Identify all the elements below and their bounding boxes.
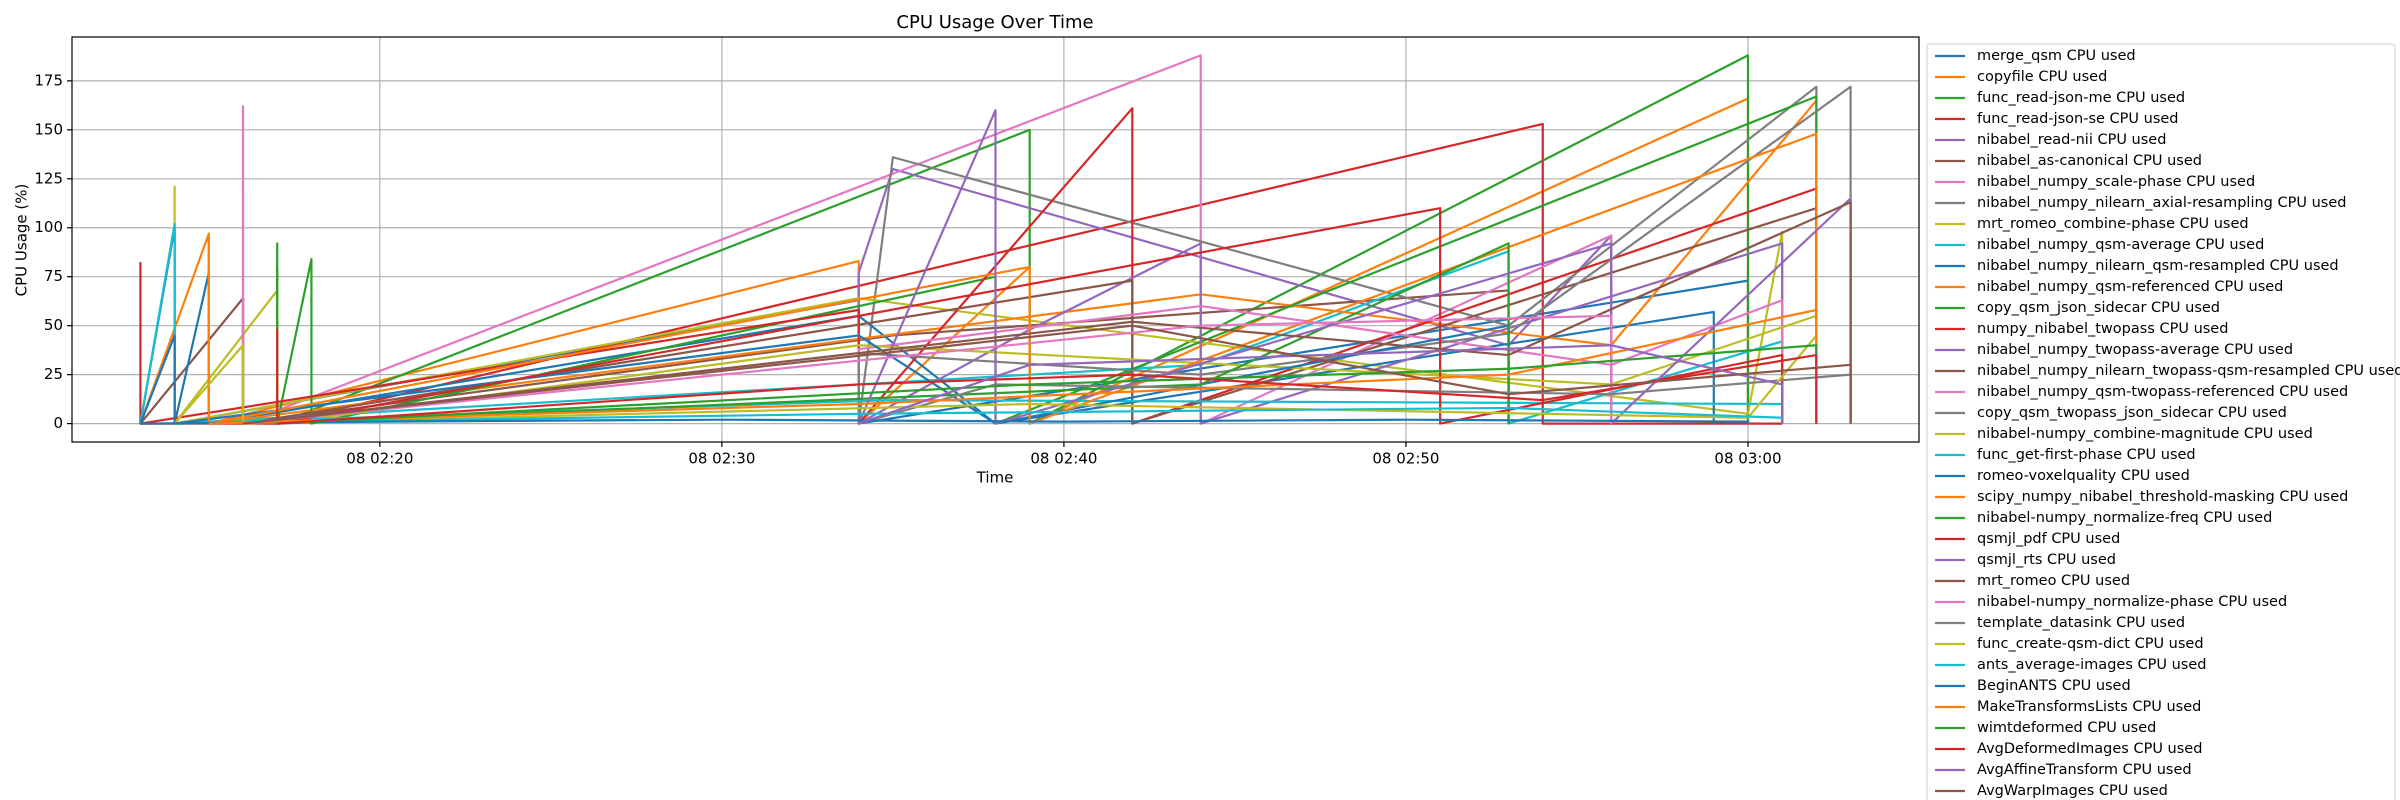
legend-label: func_get-first-phase CPU used xyxy=(1977,447,2196,463)
legend-label: qsmjl_pdf CPU used xyxy=(1977,531,2120,547)
legend-label: nibabel_numpy_qsm-twopass-referenced CPU… xyxy=(1977,384,2348,400)
legend-label: scipy_numpy_nibabel_threshold-masking CP… xyxy=(1977,489,2348,505)
legend-label: nibabel_read-nii CPU used xyxy=(1977,132,2166,148)
x-tick-label: 08 02:30 xyxy=(688,450,755,468)
chart-title: CPU Usage Over Time xyxy=(896,12,1093,33)
series-line xyxy=(207,132,1818,425)
legend-label: romeo-voxelquality CPU used xyxy=(1977,468,2190,484)
legend-label: nibabel_numpy_scale-phase CPU used xyxy=(1977,174,2255,190)
legend-label: nibabel_numpy_twopass-average CPU used xyxy=(1977,342,2293,358)
legend-label: AvgWarpImages CPU used xyxy=(1977,783,2168,799)
legend-label: AvgDeformedImages CPU used xyxy=(1977,741,2202,757)
legend-label: mrt_romeo CPU used xyxy=(1977,573,2130,589)
series-line xyxy=(241,191,1613,425)
legend-label: nibabel-numpy_combine-magnitude CPU used xyxy=(1977,426,2313,442)
series-line xyxy=(241,54,1613,425)
legend-label: ants_average-images CPU used xyxy=(1977,657,2206,673)
legend-label: merge_qsm CPU used xyxy=(1977,48,2136,64)
y-tick-label: 75 xyxy=(44,267,63,285)
series-line xyxy=(858,344,1784,425)
legend-label: copyfile CPU used xyxy=(1977,69,2107,85)
legend-label: nibabel_numpy_nilearn_qsm-resampled CPU … xyxy=(1977,258,2339,274)
legend-label: template_datasink CPU used xyxy=(1977,615,2185,631)
series-line xyxy=(140,418,1750,425)
x-tick-label: 08 02:20 xyxy=(346,450,413,468)
legend-label: func_read-json-me CPU used xyxy=(1977,90,2185,106)
legend-label: qsmjl_rts CPU used xyxy=(1977,552,2116,568)
x-axis-label: Time xyxy=(976,469,1014,487)
y-axis-label: CPU Usage (%) xyxy=(13,184,31,297)
legend-label: nibabel_numpy_qsm-average CPU used xyxy=(1977,237,2264,253)
legend-label: nibabel_numpy_nilearn_twopass-qsm-resamp… xyxy=(1977,363,2400,379)
legend-label: nibabel_numpy_nilearn_axial-resampling C… xyxy=(1977,195,2346,211)
legend-label: nibabel_as-canonical CPU used xyxy=(1977,153,2202,169)
x-tick-label: 08 02:40 xyxy=(1030,450,1097,468)
legend-label: copy_qsm_json_sidecar CPU used xyxy=(1977,300,2220,316)
legend-label: func_read-json-se CPU used xyxy=(1977,111,2179,127)
y-tick-label: 150 xyxy=(34,120,63,138)
legend-label: nibabel_numpy_qsm-referenced CPU used xyxy=(1977,279,2283,295)
x-tick-label: 08 02:50 xyxy=(1372,450,1439,468)
legend-label: copy_qsm_twopass_json_sidecar CPU used xyxy=(1977,405,2287,421)
x-tick-label: 08 03:00 xyxy=(1714,450,1781,468)
y-tick-label: 175 xyxy=(34,71,63,89)
y-tick-label: 50 xyxy=(44,316,63,334)
y-tick-label: 25 xyxy=(44,365,63,383)
legend-label: BeginANTS CPU used xyxy=(1977,678,2131,694)
legend-label: mrt_romeo_combine-phase CPU used xyxy=(1977,216,2249,232)
legend-label: func_create-qsm-dict CPU used xyxy=(1977,636,2204,652)
legend-label: nibabel-numpy_normalize-freq CPU used xyxy=(1977,510,2272,526)
series-line xyxy=(276,207,1784,425)
legend-label: nibabel-numpy_normalize-phase CPU used xyxy=(1977,594,2287,610)
y-tick-label: 125 xyxy=(34,169,63,187)
legend-label: MakeTransformsLists CPU used xyxy=(1977,699,2201,715)
series-line xyxy=(857,109,1852,425)
legend-label: wimtdeformed CPU used xyxy=(1977,720,2156,736)
series-line xyxy=(276,54,1750,425)
legend-label: AvgAffineTransform CPU used xyxy=(1977,762,2192,778)
y-tick-label: 100 xyxy=(34,218,63,236)
series-line xyxy=(277,353,1818,425)
legend-label: numpy_nibabel_twopass CPU used xyxy=(1977,321,2228,337)
series-line xyxy=(242,324,1852,425)
legend-box xyxy=(1926,43,2396,800)
plot-frame xyxy=(71,36,1920,443)
y-tick-label: 0 xyxy=(53,414,63,432)
